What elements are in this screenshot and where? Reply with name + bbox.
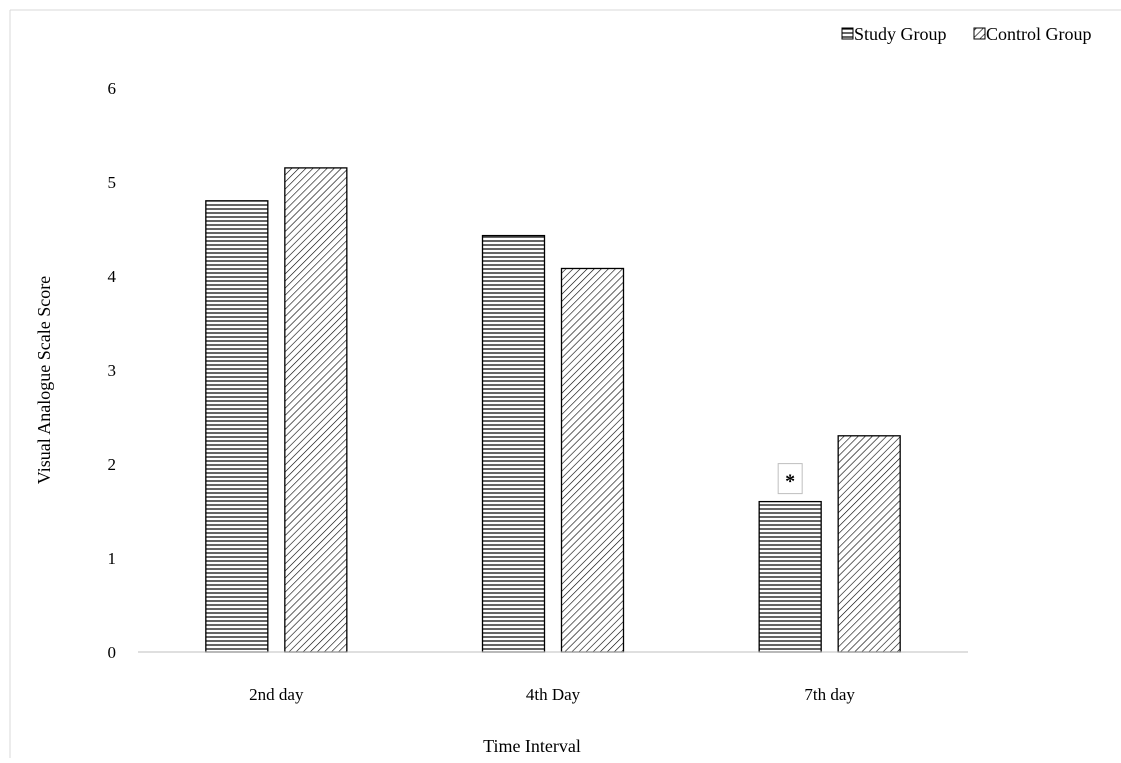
x-tick-label: 7th day (804, 685, 855, 704)
legend-swatch (973, 27, 986, 40)
legend-swatch (841, 27, 854, 40)
y-axis-ticks: 0 1 2 3 4 5 6 (108, 79, 117, 662)
y-tick-label: 2 (108, 455, 117, 474)
bar-control-group (560, 267, 625, 653)
legend-label: Control Group (986, 24, 1092, 44)
y-tick-label: 4 (108, 267, 117, 286)
bar-control-group (284, 167, 348, 653)
bar-study-group (205, 200, 269, 653)
annotations: * (777, 463, 803, 495)
y-tick-label: 1 (108, 549, 117, 568)
bar-study-group (758, 500, 822, 653)
y-tick-label: 0 (108, 643, 117, 662)
y-axis-title: Visual Analogue Scale Score (34, 276, 54, 484)
bars (205, 167, 901, 653)
y-tick-label: 6 (108, 79, 117, 98)
annotation-box (777, 463, 803, 495)
x-tick-label: 4th Day (526, 685, 581, 704)
legend-label: Study Group (854, 24, 947, 44)
significance-marker: * (785, 471, 795, 493)
bar-control-group (837, 435, 901, 653)
y-tick-label: 3 (108, 361, 117, 380)
y-tick-label: 5 (108, 173, 117, 192)
bar-study-group (481, 234, 546, 653)
legend: Study Group Control Group (841, 24, 1092, 44)
x-tick-label: 2nd day (249, 685, 304, 704)
x-axis-title: Time Interval (483, 736, 581, 756)
x-axis-ticks: 2nd day 4th Day 7th day (249, 685, 855, 704)
